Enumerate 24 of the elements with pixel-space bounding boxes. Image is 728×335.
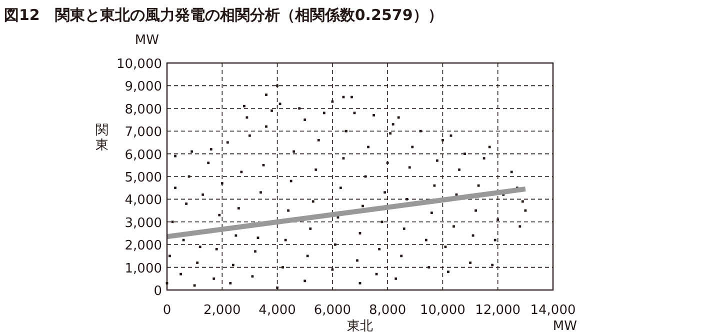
x-tick-label: 4,000: [258, 303, 296, 318]
y-tick-label: 5,000: [124, 170, 162, 186]
x-tick-label: 2,000: [204, 303, 241, 318]
x-tick-label: 6,000: [314, 303, 352, 318]
y-tick-label: 8,000: [124, 102, 162, 118]
x-tick-label: 10,000: [420, 303, 466, 318]
y-tick-label: 9,000: [124, 80, 162, 95]
text: MW: [552, 319, 578, 334]
y-tick-label: 10,000: [116, 57, 162, 72]
x-tick-label: 0: [162, 303, 172, 318]
y-axis-title: 関東: [96, 123, 108, 153]
y-tick-label: 3,000: [124, 216, 162, 231]
y-tick-label: 7,000: [124, 125, 162, 140]
y-tick-label: 0: [154, 284, 162, 299]
y-tick-label: 1,000: [124, 261, 162, 276]
y-tick-label: 2,000: [124, 238, 162, 254]
x-axis-title: 東北: [347, 319, 373, 334]
x-tick-label: 14,000: [530, 303, 576, 318]
y-tick-label: 4,000: [124, 193, 162, 208]
chart-title: 図12 関東と東北の風力発電の相関分析（相関係数0.2579））: [4, 6, 443, 24]
y-tick-label: 6,000: [124, 148, 162, 163]
text: MW: [134, 33, 160, 48]
x-tick-label: 8,000: [368, 303, 406, 318]
x-tick-label: 12,000: [475, 303, 521, 318]
